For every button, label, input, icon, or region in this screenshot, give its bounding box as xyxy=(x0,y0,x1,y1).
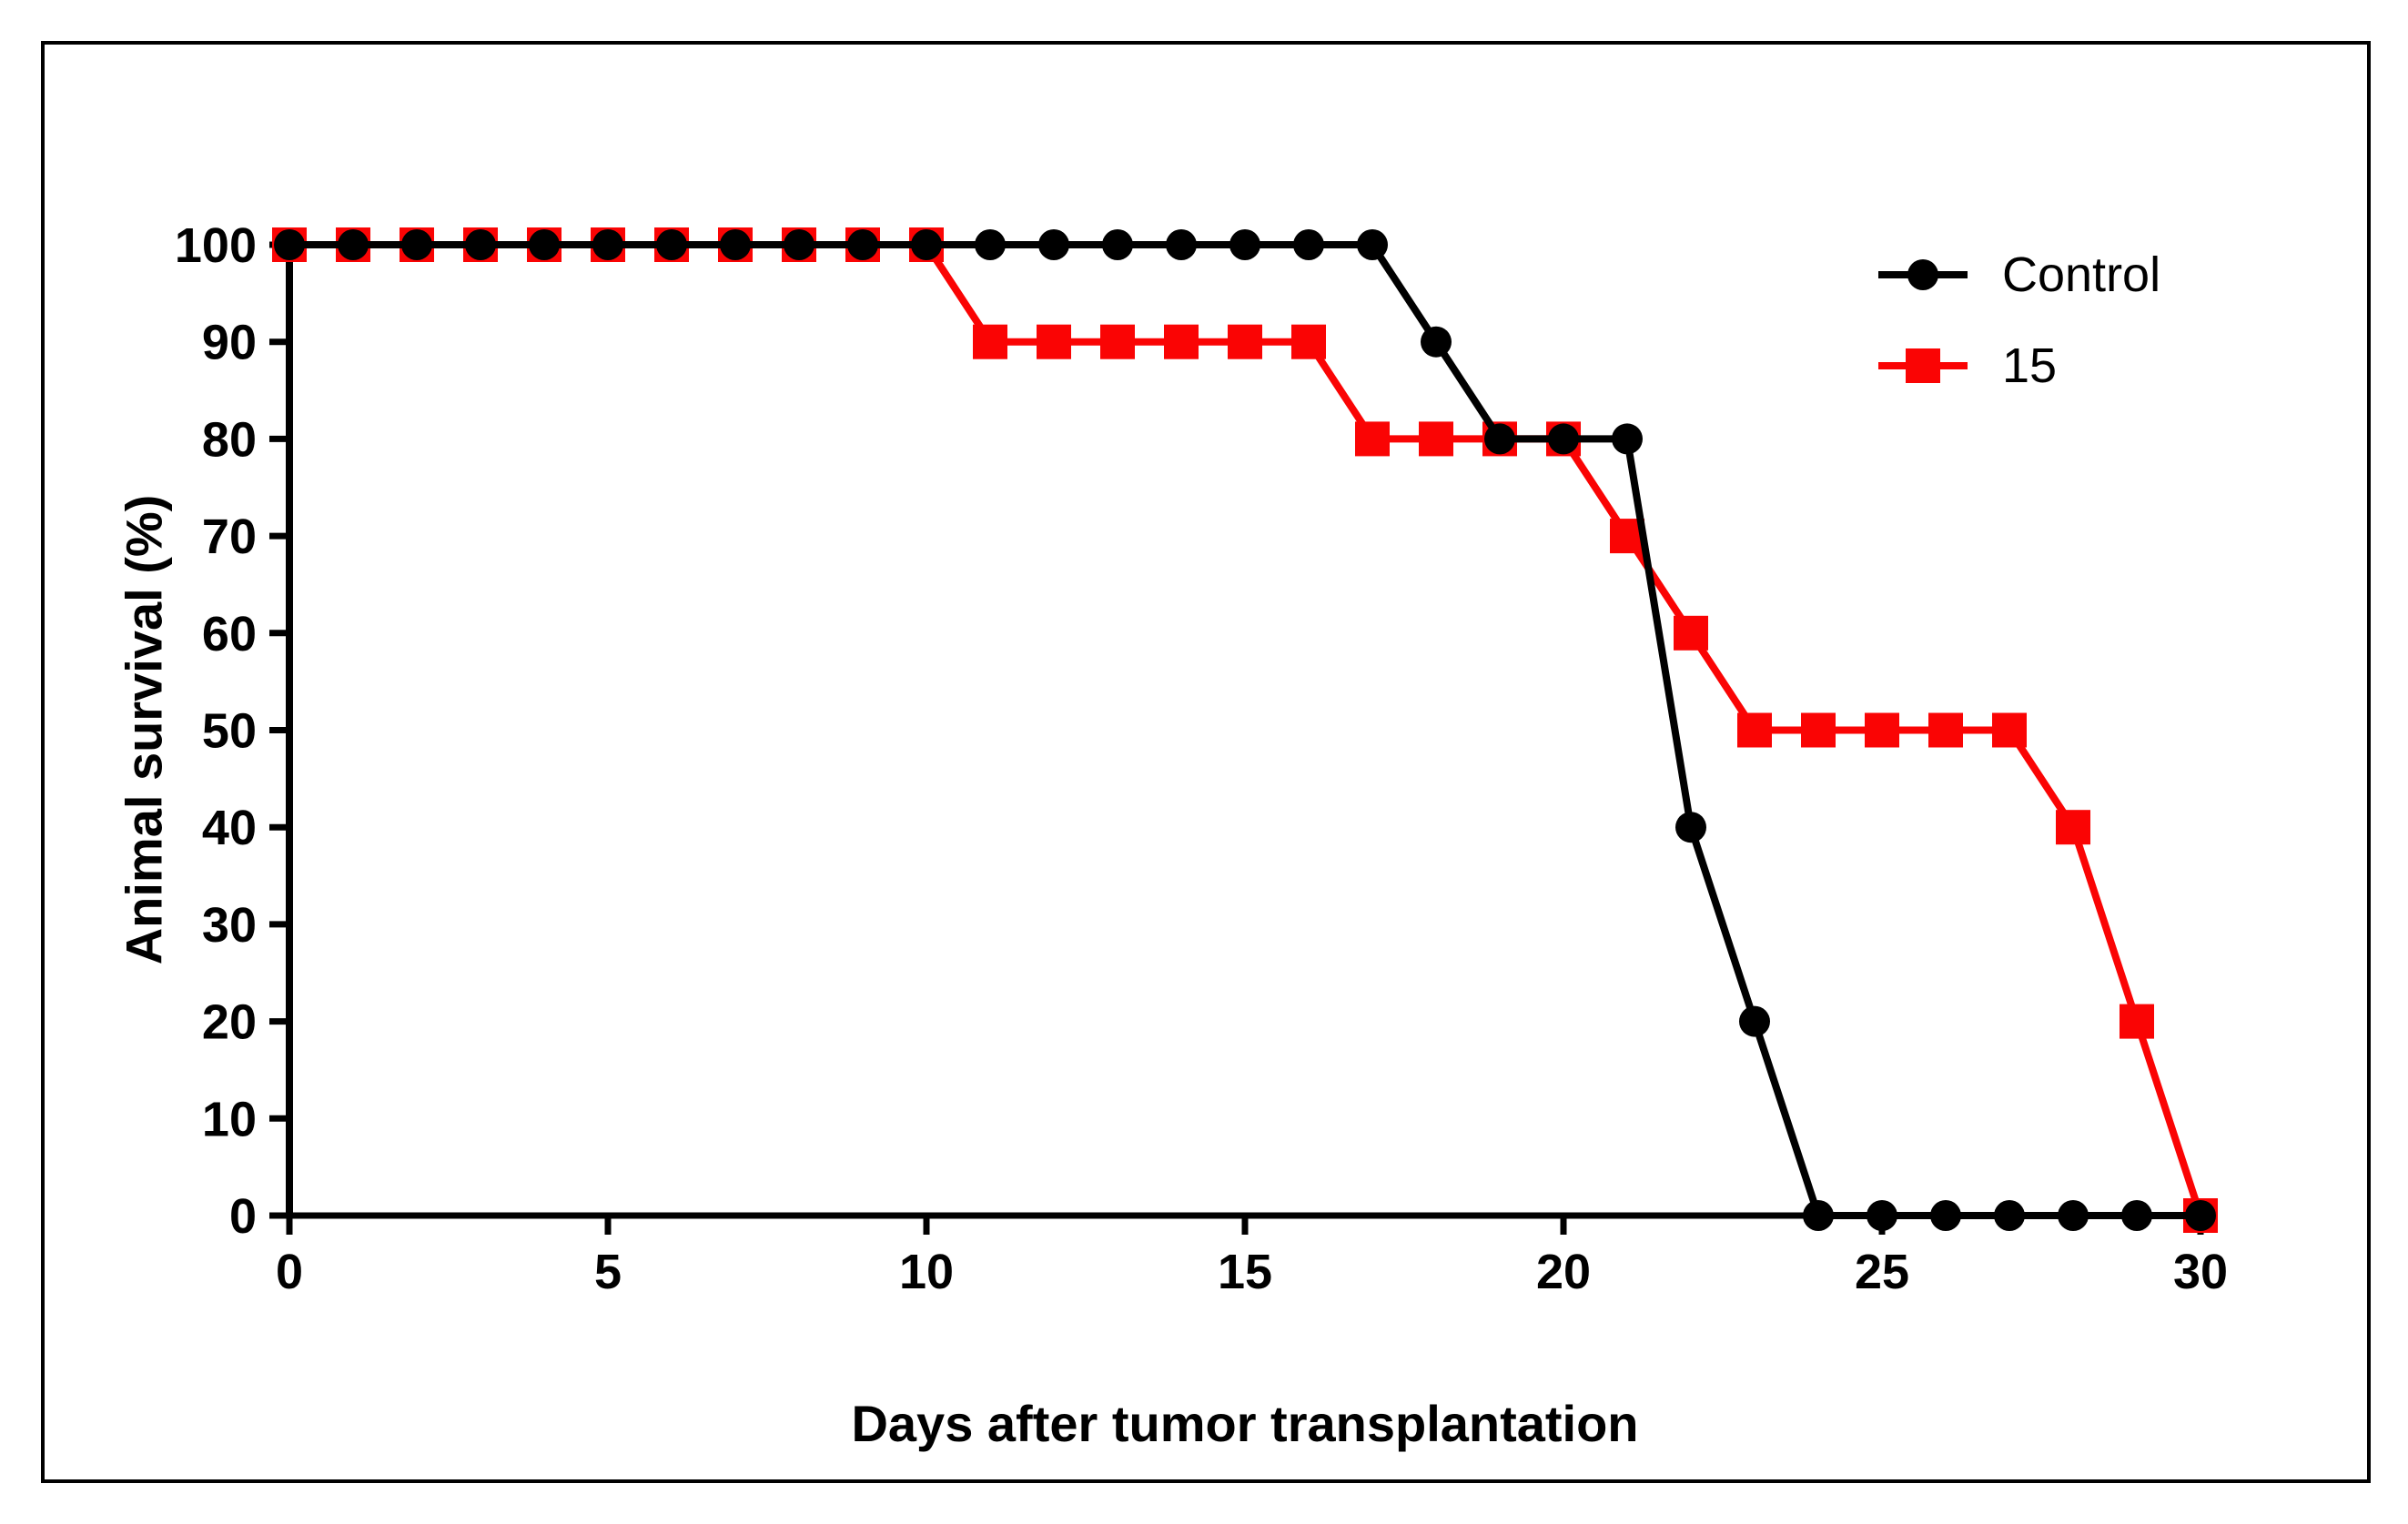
data-point-marker xyxy=(1674,615,1708,651)
x-tick-label: 25 xyxy=(1855,1245,1909,1299)
data-point-marker xyxy=(2056,810,2090,845)
data-point-marker xyxy=(911,229,942,260)
figure-border xyxy=(41,41,2371,1483)
data-point-marker xyxy=(2058,1200,2089,1231)
x-axis-title: Days after tumor transplantation xyxy=(851,1395,1639,1452)
data-point-marker xyxy=(1102,229,1133,260)
y-tick-label: 10 xyxy=(202,1092,257,1146)
data-point-marker xyxy=(1675,812,1706,843)
data-point-marker xyxy=(274,229,305,260)
y-tick-labels: 0 10 20 30 40 50 60 70 80 90 100 xyxy=(175,218,257,1244)
y-tick-label: 70 xyxy=(202,510,257,564)
square-marker-icon xyxy=(1873,340,1973,391)
y-axis-title: Animal survival (%) xyxy=(115,494,173,965)
data-point-marker xyxy=(401,229,432,260)
y-tick-label: 20 xyxy=(202,995,257,1050)
x-tick-label: 5 xyxy=(594,1245,622,1299)
data-point-marker xyxy=(1100,324,1135,359)
y-tick-label: 100 xyxy=(175,218,257,273)
data-point-marker xyxy=(1928,712,1963,748)
data-point-marker xyxy=(592,229,623,260)
data-point-marker xyxy=(1484,423,1515,455)
data-point-marker xyxy=(1994,1200,2025,1231)
x-tick-labels: 0 5 10 15 20 25 30 xyxy=(276,1245,2228,1299)
x-tick-label: 0 xyxy=(276,1245,303,1299)
y-tick-label: 50 xyxy=(202,704,257,759)
legend-label: 15 xyxy=(2002,338,2058,393)
data-point-marker xyxy=(2120,1004,2154,1039)
data-point-marker xyxy=(1992,712,2027,748)
x-tick-label: 10 xyxy=(899,1245,954,1299)
data-point-marker xyxy=(784,229,814,260)
data-point-marker xyxy=(465,229,496,260)
circle-marker-icon xyxy=(1873,249,1973,300)
data-point-marker xyxy=(1737,712,1772,748)
legend-item-control: Control xyxy=(1873,249,2160,300)
data-point-marker xyxy=(1612,423,1643,455)
data-point-marker xyxy=(1166,229,1197,260)
data-point-marker xyxy=(1867,1200,1897,1231)
y-tick-label: 80 xyxy=(202,412,257,467)
x-tick-label: 20 xyxy=(1536,1245,1591,1299)
data-point-marker xyxy=(1037,324,1071,359)
legend-item-15: 15 xyxy=(1873,340,2160,391)
data-point-marker xyxy=(529,229,560,260)
data-point-marker xyxy=(1355,421,1390,457)
data-point-marker xyxy=(1419,421,1453,457)
y-tick-label: 40 xyxy=(202,801,257,855)
x-tick-label: 30 xyxy=(2173,1245,2228,1299)
data-point-marker xyxy=(2121,1200,2152,1231)
data-point-marker xyxy=(1421,326,1452,358)
data-point-marker xyxy=(1357,229,1388,260)
data-point-marker xyxy=(1803,1200,1834,1231)
y-tick-label: 90 xyxy=(202,316,257,370)
data-point-marker xyxy=(1228,324,1262,359)
data-point-marker xyxy=(656,229,687,260)
data-point-marker xyxy=(1801,712,1836,748)
data-point-marker xyxy=(2185,1200,2216,1231)
series-control xyxy=(274,229,2216,1231)
data-point-marker xyxy=(975,229,1006,260)
axes xyxy=(269,241,2205,1235)
data-point-marker xyxy=(1930,1200,1961,1231)
data-point-marker xyxy=(1865,712,1899,748)
legend-label: Control xyxy=(2002,247,2161,302)
data-point-marker xyxy=(1164,324,1199,359)
x-tick-label: 15 xyxy=(1218,1245,1272,1299)
legend: Control 15 xyxy=(1873,249,2160,391)
data-point-marker xyxy=(1229,229,1260,260)
data-point-marker xyxy=(1548,423,1579,455)
data-point-marker xyxy=(1038,229,1069,260)
data-point-marker xyxy=(1739,1005,1770,1037)
data-point-marker xyxy=(1293,229,1324,260)
data-point-marker xyxy=(1291,324,1326,359)
y-tick-label: 0 xyxy=(229,1189,257,1244)
data-point-marker xyxy=(338,229,369,260)
data-point-marker xyxy=(847,229,878,260)
y-tick-label: 60 xyxy=(202,607,257,661)
data-point-marker xyxy=(720,229,751,260)
y-tick-label: 30 xyxy=(202,898,257,953)
data-point-marker xyxy=(973,324,1007,359)
